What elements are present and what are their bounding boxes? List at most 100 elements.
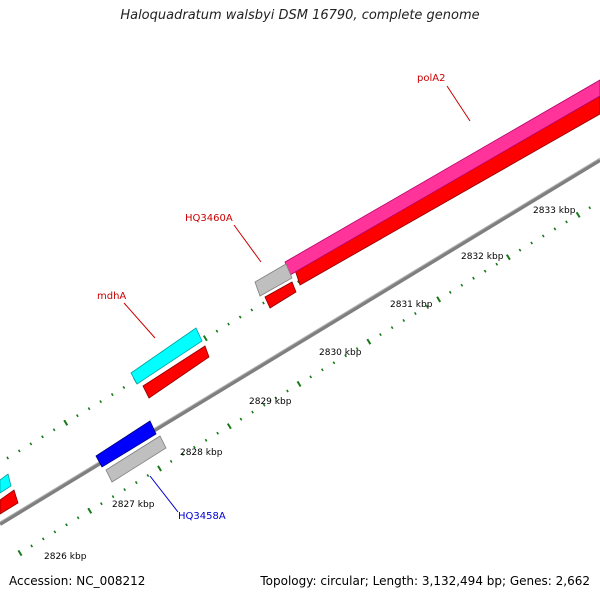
scale-tick [99,400,102,404]
reverse-cds-mdh [142,345,210,399]
scale-tick [63,419,69,426]
scale-tick [76,414,79,418]
scale-tick [181,452,185,456]
scale-tick [553,227,557,231]
scale-tick [6,456,9,460]
scale-tick [296,380,302,388]
scale-tick [29,442,33,446]
scale-tick [204,438,208,442]
tick-label-2833: 2833 kbp [533,206,576,216]
tick-label-2831: 2831 kbp [390,300,433,310]
reverse-cds-long [294,95,600,286]
scale-tick [495,262,499,266]
scale-tick [239,417,243,421]
reverse-cds-short [264,281,297,309]
scale-tick [262,301,265,305]
scale-tick [262,403,266,407]
scale-tick [53,530,57,534]
label-HQ3458A[interactable]: HQ3458A [178,511,226,522]
accession-label: Accession: NC_008212 [9,574,146,588]
tick-label-2832: 2832 kbp [461,252,504,262]
scale-tick [366,338,372,345]
scale-tick [414,311,417,316]
scale-tick [286,389,289,393]
feature-HQ3460A [254,263,293,297]
scale-tick [541,234,545,238]
scale-tick [17,449,21,453]
scale-tick [17,549,23,557]
scale-tick [530,241,533,245]
scale-tick [122,385,126,390]
scale-tick [321,368,324,372]
scale-tick [65,523,68,527]
scale-tick [250,308,254,312]
scale-tick [216,431,219,435]
scale-tick [134,480,138,485]
tick-label-2830: 2830 kbp [319,348,362,358]
gene-mdhA [130,327,203,385]
scale-tick [402,318,406,323]
scale-tick [76,516,80,520]
scale-tick [344,354,347,358]
label-HQ3460A[interactable]: HQ3460A [185,213,233,224]
scale-tick [379,333,382,337]
reverse-cds-left [0,489,19,515]
scale-tick [169,459,173,463]
scale-tick [87,407,91,411]
tick-label-2829: 2829 kbp [249,397,292,407]
scale-tick [588,206,592,210]
gene-polA2 [284,79,600,276]
scale-tick [123,488,126,492]
scale-tick [448,290,452,294]
scale-tick [100,502,103,506]
genome-summary: Topology: circular; Length: 3,132,494 bp… [260,574,590,588]
scale-tick [111,495,115,499]
scale-tick [157,465,162,472]
feature-HQ3458A [105,435,167,483]
scale-tick [202,335,208,342]
map-title: Haloquadratum walsbyi DSM 16790, complet… [120,8,480,23]
tick-label-2827: 2827 kbp [112,500,155,510]
tick-label-2828: 2828 kbp [180,448,223,458]
tick-label-2826: 2826 kbp [44,552,87,562]
label-mdhA[interactable]: mdhA [97,291,126,302]
scale-tick [436,296,442,303]
scale-tick [390,326,394,330]
scale-tick [575,211,581,218]
scale-tick [472,276,475,280]
trna-gene [95,420,157,468]
scale-tick [110,392,114,397]
scale-tick [193,445,196,449]
scale-tick [30,544,33,548]
scale-tick [41,537,45,541]
scale-tick [238,315,242,319]
scale-tick [355,347,359,351]
gene-left-edge [0,473,12,494]
scale-tick [483,269,487,273]
scale-tick [251,410,254,414]
scale-tick [227,322,230,326]
scale-tick [332,361,336,365]
scale-tick [87,507,93,514]
scale-tick [52,428,56,432]
scale-tick [146,473,150,478]
label-leaders [123,85,471,513]
gene-labels: polA2 HQ3460A mdhA HQ3458A [97,73,445,522]
scale-tick [274,396,278,400]
scale-tick [226,423,232,430]
scale-tick [505,254,511,261]
forward-gene-track [0,79,600,494]
scale-tick [41,435,44,439]
scale-tick [309,375,313,379]
scale-tick [565,220,568,224]
scale-tick [215,329,219,333]
label-polA2[interactable]: polA2 [417,73,445,84]
scale-tick [518,248,522,252]
inner-tick-track [17,206,592,557]
scale-tick [425,304,429,308]
reverse-cds-track [0,95,600,515]
backbone [0,157,600,526]
scale-labels: 2826 kbp 2827 kbp 2828 kbp 2829 kbp 2830… [44,206,576,562]
